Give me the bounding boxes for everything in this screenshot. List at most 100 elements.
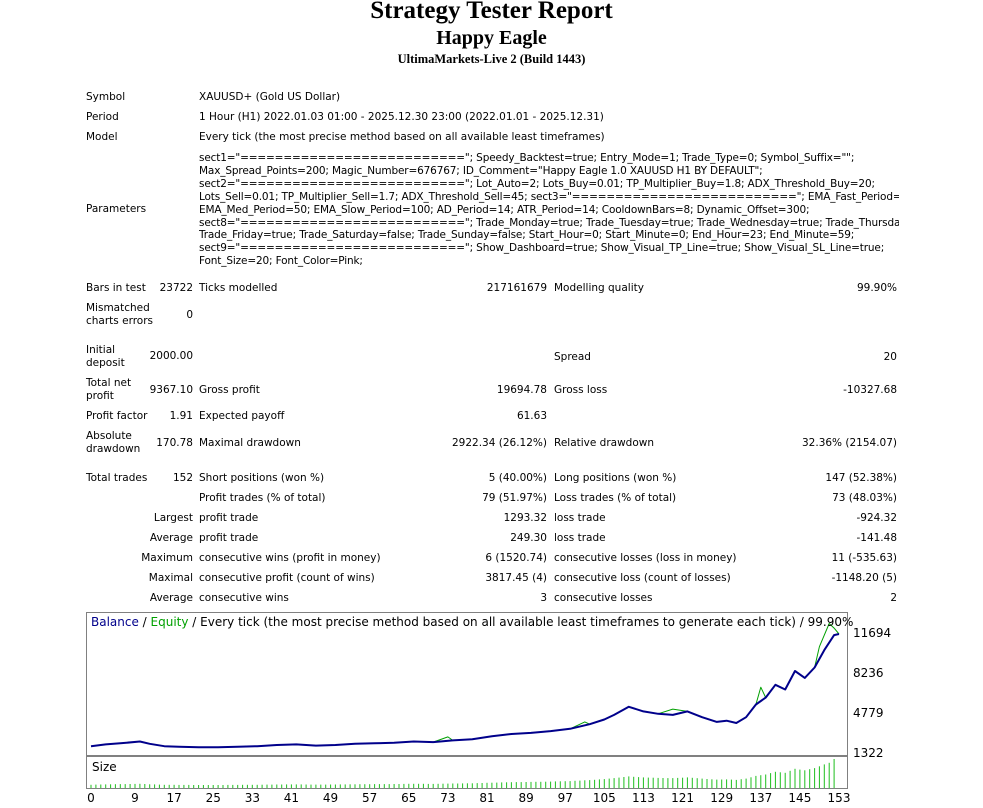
size-bar [266,784,268,788]
size-bar [178,784,180,788]
size-bar [799,769,801,788]
size-bar [418,783,420,788]
spread-label: Spread [554,351,591,363]
size-bar [589,780,591,788]
size-bar [158,784,160,788]
size-bar [217,785,219,788]
netprofit-value: 9367.10 [149,384,193,396]
chart-plot [90,623,840,749]
size-bar [100,784,102,788]
size-bar [344,784,346,788]
x-tick-label: 49 [322,791,339,805]
size-bar [393,784,395,788]
bars-value: 23722 [159,282,193,294]
mismatch-label-2: charts errors [86,315,153,327]
netprofit-label-2: profit [86,390,114,402]
size-bar [814,768,816,788]
size-bar [242,784,244,788]
y-tick-label: 4779 [853,706,884,720]
maxdd-label: Maximal drawdown [199,437,301,449]
size-bar [608,778,610,788]
avg-cons-losses-value: 2 [890,592,897,604]
reldd-value: 32.36% (2154.07) [802,437,897,449]
size-bar [110,784,112,788]
quality-value: 99.90% [856,282,897,294]
cons-loss-count-label: consecutive loss (count of losses) [554,572,731,584]
size-bar [535,781,537,788]
size-bar [574,780,576,788]
size-bar [246,784,248,788]
size-bar [623,777,625,788]
size-bar [515,782,517,788]
size-bar [716,779,718,788]
size-bar [726,779,728,788]
size-bar [486,782,488,788]
size-bar [530,781,532,788]
size-bar [789,770,791,788]
x-tick-label: 121 [671,791,694,805]
cons-profit-count-value: 3817.45 (4) [485,572,547,584]
size-bar [696,778,698,788]
size-bar [349,784,351,788]
size-bar [325,784,327,788]
size-bar [481,783,483,788]
pf-value: 1.91 [169,410,193,422]
size-bar [437,783,439,788]
size-bar [447,783,449,788]
largest-loss-value: -924.32 [856,512,897,524]
size-panel [86,756,848,789]
size-bar [276,784,278,788]
size-bar [427,783,429,788]
size-bar [496,782,498,788]
parameters-line: Max_Spread_Points=200; Magic_Number=6767… [199,164,763,177]
size-bar [105,784,107,788]
grossloss-value: -10327.68 [843,384,897,396]
y-tick-label: 1322 [853,746,884,760]
size-bar [466,783,468,788]
size-bar [413,783,415,788]
size-bar [774,771,776,788]
size-bar [364,784,366,788]
size-bar [330,784,332,788]
size-bar [354,784,356,788]
size-bar [207,785,209,788]
symbol-value: XAUUSD+ (Gold US Dollar) [199,91,341,103]
size-bar [691,777,693,788]
size-bar [144,784,146,788]
size-bar [378,784,380,788]
profit-trades-label: Profit trades (% of total) [199,492,326,504]
size-bar [569,781,571,788]
size-bar [745,778,747,788]
x-tick-label: 145 [788,791,812,805]
size-bar [383,784,385,788]
size-bar [320,784,322,788]
size-bar [95,784,97,788]
y-tick-label: 8236 [853,666,884,680]
x-tick-label: 41 [283,791,300,805]
size-bar [750,777,752,788]
size-bar [706,779,708,788]
x-tick-label: 65 [401,791,417,805]
size-bar [779,772,781,788]
size-bar [315,784,317,788]
parameters-line: sect9="=========================="; Show… [199,242,885,255]
parameters-value: sect1="=========================="; Spee… [199,152,899,268]
size-bar [310,784,312,788]
size-bar [545,781,547,788]
size-bar [281,784,283,788]
size-bar [491,782,493,788]
payoff-label: Expected payoff [199,410,285,422]
average-profit-value: 249.30 [510,532,547,544]
long-label: Long positions (won %) [554,472,677,484]
size-bar [730,779,732,788]
x-tick-label: 113 [631,791,655,805]
grossprofit-label: Gross profit [199,384,260,396]
legend-equity: Equity [150,615,189,629]
size-bar [755,775,757,788]
average-prefix: Average [149,532,193,544]
average-loss-value: -141.48 [856,532,897,544]
profit-trades-value: 79 (51.97%) [482,492,547,504]
size-bar [183,784,185,788]
size-bar [149,784,151,788]
size-bar [647,777,649,788]
